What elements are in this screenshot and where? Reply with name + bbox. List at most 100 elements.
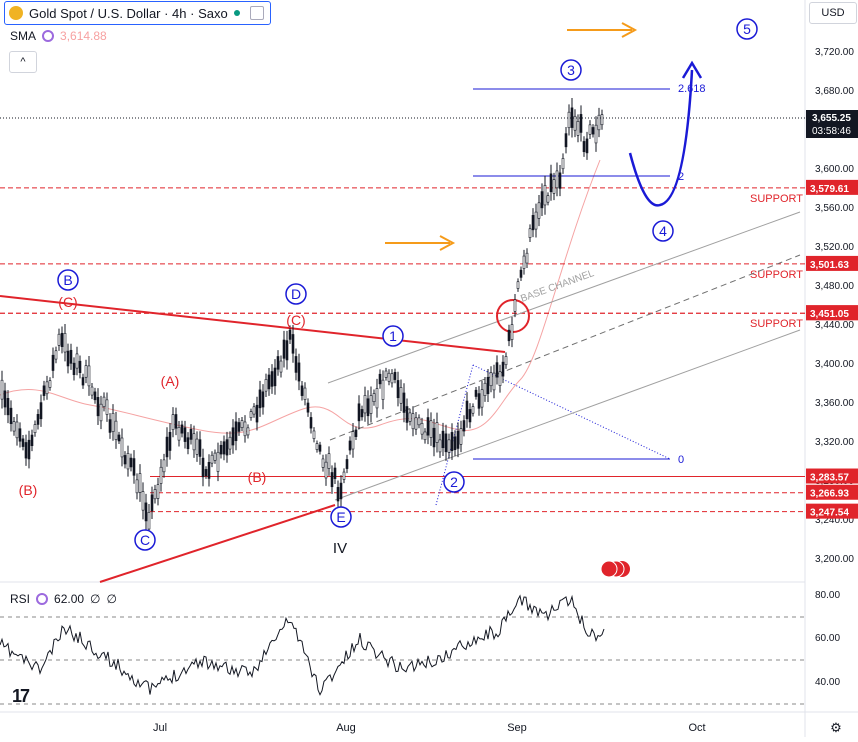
level-price-tag xyxy=(806,255,858,271)
candle-body xyxy=(162,459,166,473)
candle-body xyxy=(141,491,145,511)
rsi-value: 62.00 xyxy=(54,592,85,606)
candle-body xyxy=(342,471,346,480)
candle-body xyxy=(375,388,379,409)
candle-body xyxy=(498,371,502,386)
wave-label-c2: (C) xyxy=(286,312,305,328)
candle-body xyxy=(87,365,91,387)
candle-body xyxy=(174,414,178,429)
candle-body xyxy=(411,413,415,430)
candle-body xyxy=(468,409,472,423)
candle-body xyxy=(327,453,331,469)
candle-body xyxy=(462,420,466,432)
wave-4-label-circle xyxy=(652,220,674,242)
market-status-icon xyxy=(233,10,240,16)
symbol-title: Gold Spot / U.S. Dollar · 4h · Saxo xyxy=(29,5,228,21)
tradingview-logo-icon[interactable]: 17 xyxy=(12,686,30,706)
candle-body xyxy=(510,324,514,340)
candle-body xyxy=(219,444,223,455)
candle-body xyxy=(171,414,175,431)
candle-body xyxy=(150,494,154,512)
candle-body xyxy=(426,417,430,436)
candle-body xyxy=(339,482,343,500)
candle-body xyxy=(570,107,574,128)
candle-body xyxy=(192,433,196,451)
candle-body xyxy=(345,459,349,469)
wave-1-label: 1 xyxy=(389,328,397,344)
candle-body xyxy=(300,385,304,396)
price-tick: 3,360.00 xyxy=(815,398,854,409)
wave-2-label-circle xyxy=(443,471,465,493)
level-price-tag xyxy=(806,305,858,321)
sma-label: SMA xyxy=(10,29,37,43)
candle-body xyxy=(45,381,49,395)
candle-body xyxy=(267,374,271,390)
rsi-legend[interactable]: RSI 62.00 ∅ ∅ xyxy=(10,592,123,606)
candle-body xyxy=(483,382,487,396)
candle-body xyxy=(33,424,37,434)
time-tick: Oct xyxy=(688,722,706,734)
candle-body xyxy=(0,379,4,400)
candle-body xyxy=(282,339,286,359)
wave-3-label-circle xyxy=(560,59,582,81)
candle-body xyxy=(354,429,358,437)
candle-body xyxy=(591,127,595,135)
candle-body xyxy=(243,421,247,437)
candle-body xyxy=(522,255,526,269)
candle-body xyxy=(99,403,103,422)
time-tick: Sep xyxy=(507,722,527,734)
currency-button[interactable]: USD xyxy=(809,2,857,24)
wave-e-label-circle xyxy=(330,506,352,528)
chart-settings-icon[interactable]: ⚙ xyxy=(830,720,842,735)
sma-legend[interactable]: SMA 3,614.88 xyxy=(10,29,107,43)
rsi-settings-icon[interactable] xyxy=(36,593,49,605)
triangle-upper xyxy=(0,295,506,353)
candle-body xyxy=(351,431,355,450)
last-price-tag xyxy=(806,110,858,138)
level-price-tag xyxy=(806,484,858,500)
candle-body xyxy=(30,434,34,447)
candle-body xyxy=(228,436,232,450)
candle-body xyxy=(393,372,397,380)
candle-body xyxy=(330,472,334,488)
level-price-tag xyxy=(806,468,858,484)
collapse-legend-button[interactable]: ^ xyxy=(9,51,37,73)
candle-body xyxy=(504,356,508,366)
candle-body xyxy=(594,124,598,144)
candle-body xyxy=(564,133,568,148)
candle-body xyxy=(438,439,442,453)
wave-e-label: E xyxy=(336,509,345,525)
candle-body xyxy=(546,195,550,203)
candle-body xyxy=(183,427,187,442)
candle-body xyxy=(552,179,556,194)
last-price-label: 3,655.25 xyxy=(812,113,851,124)
price-tick: 3,600.00 xyxy=(815,164,854,175)
wave-label-b2: (B) xyxy=(248,469,267,485)
candle-body xyxy=(177,427,181,441)
wave-b-label-circle xyxy=(57,269,79,291)
candle-body xyxy=(261,391,265,408)
candle-body xyxy=(423,431,427,441)
candle-body xyxy=(384,370,388,378)
symbol-legend[interactable]: Gold Spot / U.S. Dollar · 4h · Saxo xyxy=(4,1,271,25)
wave-d-label-circle xyxy=(285,283,307,305)
fib-label: 2 xyxy=(678,171,684,183)
fib-diagonal xyxy=(472,364,671,460)
candle-body xyxy=(249,411,253,418)
candle-body xyxy=(93,391,97,401)
wave-3-label: 3 xyxy=(567,62,575,78)
candle-body xyxy=(447,439,451,453)
candle-body xyxy=(489,372,493,387)
rsi-tick: 80.00 xyxy=(815,590,840,601)
settings-icon[interactable] xyxy=(42,30,55,42)
candle-body xyxy=(27,439,31,460)
candle-body xyxy=(309,417,313,429)
candle-body xyxy=(585,138,589,154)
candle-body xyxy=(360,409,364,418)
rsi-tick: 60.00 xyxy=(815,633,840,644)
candle-body xyxy=(54,350,58,360)
candle-body xyxy=(576,121,580,136)
compare-icon[interactable] xyxy=(249,6,264,20)
